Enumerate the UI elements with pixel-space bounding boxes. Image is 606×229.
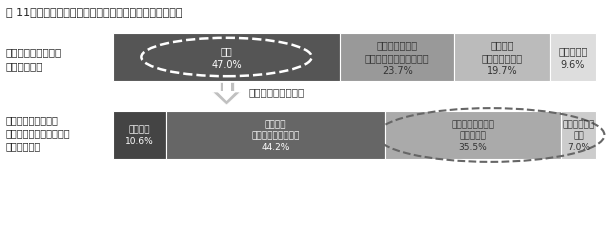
Text: 家族だけ
10.6%: 家族だけ 10.6% (125, 125, 154, 146)
Text: 要介護になったとき: 要介護になったとき (6, 47, 62, 57)
Bar (219, 83, 233, 93)
Text: 介護施設
（老健・特養）
19.7%: 介護施設 （老健・特養） 19.7% (482, 40, 522, 76)
Text: 誰に介護されたいか: 誰に介護されたいか (248, 87, 305, 97)
Bar (113, 34, 340, 82)
Text: 介護サービス
だけ
7.0%: 介護サービス だけ 7.0% (562, 120, 594, 151)
Polygon shape (213, 93, 241, 106)
Bar (550, 34, 596, 82)
Text: 自宅
47.0%: 自宅 47.0% (211, 46, 242, 69)
Bar (561, 112, 596, 159)
Text: 主：介護サービス
補助：家族
35.5%: 主：介護サービス 補助：家族 35.5% (451, 120, 494, 151)
Text: 主：家族
補助：介護サービス
44.2%: 主：家族 補助：介護サービス 44.2% (251, 120, 299, 151)
Text: （自宅で介護を希望する: （自宅で介護を希望する (6, 128, 71, 137)
Bar (454, 34, 550, 82)
Text: 図 11　介護を受けたい場所と望む介護サービスの提供者: 図 11 介護を受けたい場所と望む介護サービスの提供者 (6, 7, 182, 17)
Bar (222, 83, 230, 93)
Text: 誰に介護されたいか: 誰に介護されたいか (6, 114, 59, 124)
Polygon shape (216, 92, 236, 101)
Bar (113, 112, 165, 159)
Text: 住みたい場所: 住みたい場所 (6, 61, 44, 71)
Bar (385, 112, 561, 159)
Bar (340, 34, 454, 82)
Text: わからない
9.6%: わからない 9.6% (558, 46, 587, 69)
Bar (165, 112, 385, 159)
Text: 自宅以外の居宅
（老人ホーム・サ高住）
23.7%: 自宅以外の居宅 （老人ホーム・サ高住） 23.7% (365, 40, 430, 76)
Text: 人のみ対象）: 人のみ対象） (6, 140, 41, 150)
